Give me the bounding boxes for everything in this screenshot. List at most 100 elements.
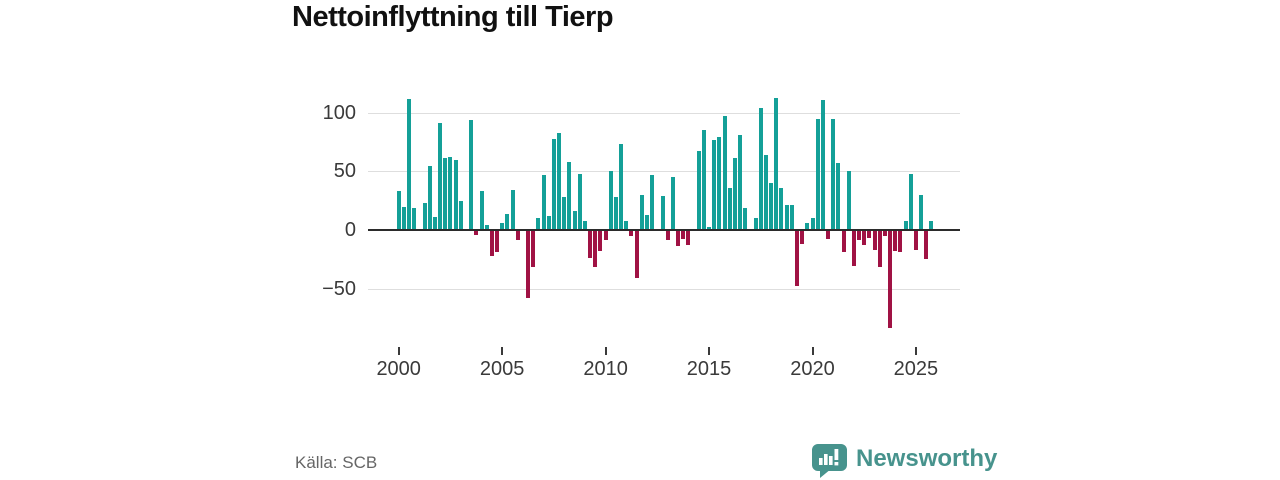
y-axis-label: 0 <box>344 219 356 241</box>
bar <box>872 231 877 250</box>
bar <box>820 99 825 230</box>
x-axis-tick <box>501 347 504 355</box>
x-axis-label: 2010 <box>583 358 628 380</box>
x-axis-tick <box>811 347 814 355</box>
bar <box>557 132 561 230</box>
bar <box>815 118 820 230</box>
gridline <box>368 288 960 290</box>
newsworthy-wordmark: Newsworthy <box>856 445 998 472</box>
bar <box>438 123 443 230</box>
bar <box>567 162 572 230</box>
y-axis-label: −50 <box>322 277 356 300</box>
bar <box>510 190 515 230</box>
bar <box>784 205 789 230</box>
bar <box>546 215 551 230</box>
bar <box>422 203 427 230</box>
bar <box>888 231 892 329</box>
bar <box>515 231 520 241</box>
bar <box>474 231 479 235</box>
x-axis-tick <box>604 347 607 355</box>
bar <box>924 231 929 260</box>
bar <box>676 231 680 247</box>
bar <box>670 177 675 230</box>
bar <box>551 138 556 230</box>
bar <box>427 165 432 230</box>
x-axis-label: 2000 <box>376 358 421 380</box>
bar <box>660 196 665 230</box>
bar <box>608 171 613 230</box>
bar <box>619 144 624 230</box>
bar <box>432 217 437 230</box>
bar <box>531 231 536 268</box>
gridline <box>368 171 960 173</box>
x-axis-tick <box>708 347 710 355</box>
bar <box>805 223 810 230</box>
bar <box>686 231 691 246</box>
bar <box>810 218 815 230</box>
bar <box>443 158 448 230</box>
bar <box>727 187 732 230</box>
bar <box>717 137 722 230</box>
newsworthy-bubble-chart-icon <box>812 444 847 480</box>
bar <box>469 119 474 230</box>
bar <box>763 154 768 230</box>
x-axis-label: 2025 <box>893 358 939 380</box>
bar <box>489 231 494 256</box>
bar <box>448 157 453 230</box>
bar <box>789 205 794 230</box>
bar <box>639 194 644 230</box>
bar <box>396 191 401 230</box>
bar <box>867 231 872 238</box>
y-axis-label: 100 <box>322 101 356 124</box>
bar <box>500 223 505 230</box>
bar <box>913 231 918 250</box>
bar <box>732 158 737 230</box>
x-axis-tick <box>914 347 917 355</box>
bar <box>624 220 629 230</box>
bar <box>541 174 546 230</box>
bar <box>738 135 743 230</box>
bar <box>650 174 655 230</box>
bar <box>495 231 499 253</box>
x-axis-label: 2020 <box>790 358 835 380</box>
bar <box>681 231 686 240</box>
bar <box>882 231 887 236</box>
bar <box>407 98 411 230</box>
bar <box>562 197 567 230</box>
bar <box>701 130 706 230</box>
bar <box>588 231 593 258</box>
bar <box>526 231 530 298</box>
newsworthy-logo: Newsworthy <box>812 444 997 480</box>
bar <box>779 187 784 230</box>
bar <box>505 213 510 230</box>
bar <box>572 211 577 230</box>
bar <box>458 200 463 230</box>
bar <box>919 194 924 230</box>
bar <box>893 231 898 251</box>
bar <box>903 220 908 230</box>
zero-axis-line <box>368 229 960 231</box>
bar <box>898 231 903 253</box>
bar <box>929 220 934 230</box>
bar <box>722 116 727 230</box>
y-axis-label: 50 <box>333 160 356 183</box>
bar <box>743 207 748 230</box>
bar <box>712 139 717 230</box>
bar <box>598 231 603 251</box>
x-axis-label: 2005 <box>479 358 525 380</box>
bar <box>577 173 582 230</box>
bar <box>629 231 634 236</box>
chart-title: Nettoinflyttning till Tierp <box>292 1 614 33</box>
bar <box>846 171 851 230</box>
bar <box>603 231 608 241</box>
bar <box>707 226 711 230</box>
bar <box>862 231 867 246</box>
bar <box>800 231 805 244</box>
x-axis-tick <box>397 347 400 355</box>
bar <box>753 218 758 230</box>
bar <box>758 108 763 230</box>
bar <box>857 231 861 241</box>
bar <box>593 231 598 268</box>
bar <box>851 231 856 267</box>
